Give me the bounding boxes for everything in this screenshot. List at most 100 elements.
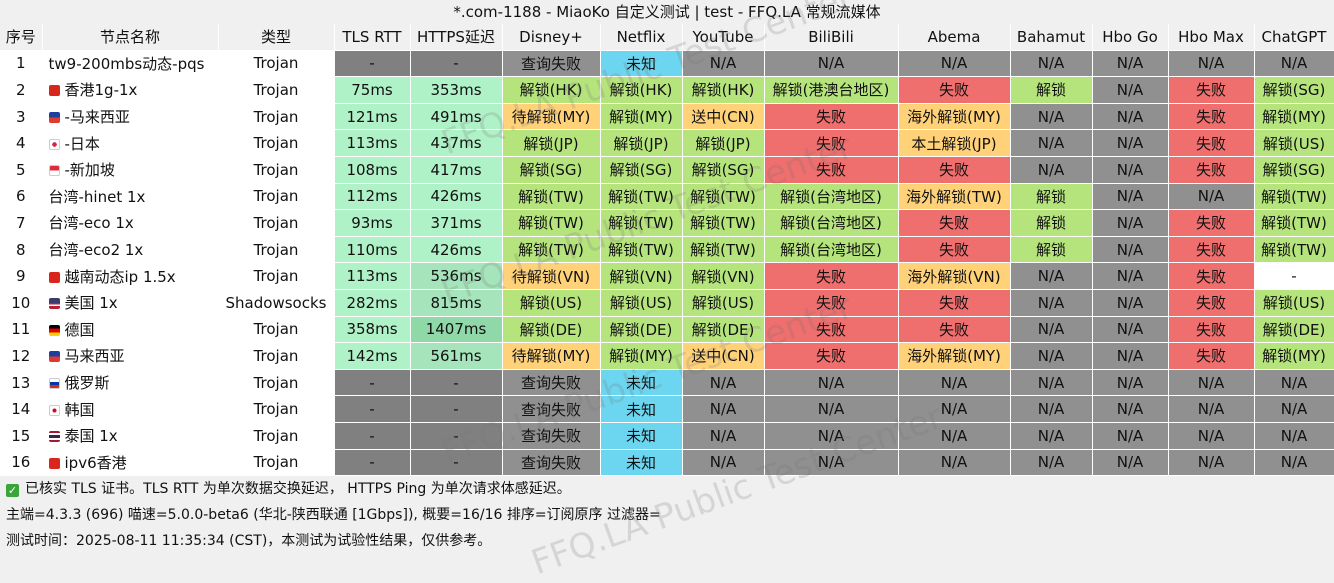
youtube-cell: 解锁(HK)	[682, 76, 765, 104]
youtube-cell: N/A	[682, 369, 765, 397]
https-cell: 417ms	[410, 156, 503, 184]
table-row[interactable]: 8 台湾-eco2 1x Trojan 110ms 426ms 解锁(TW) 解锁(TW) 解…	[0, 236, 1334, 264]
tls-cell: 121ms	[334, 103, 411, 131]
youtube-cell: N/A	[682, 395, 765, 423]
hbogo-cell: N/A	[1092, 289, 1169, 317]
column-header[interactable]: HTTPS延迟	[410, 24, 503, 51]
bili-cell: 失败	[764, 156, 899, 184]
table-row[interactable]: 16 ipv6香港 Trojan - - 查询失败 未知 N/A N/A N/A N/A N/A N/A…	[0, 449, 1334, 477]
node-name: 泰国 1x	[64, 427, 118, 446]
table-row[interactable]: 12 马来西亚 Trojan 142ms 561ms 待解锁(MY) 解锁(MY) 送中(CN…	[0, 342, 1334, 370]
table-row[interactable]: 10 美国 1x Shadowsocks 282ms 815ms 解锁(US) 解锁(US)…	[0, 289, 1334, 317]
netflix-cell: 解锁(TW)	[600, 209, 683, 237]
netflix-cell: 解锁(JP)	[600, 129, 683, 157]
hbomax-cell: 失败	[1168, 156, 1255, 184]
node-type: Trojan	[218, 50, 335, 78]
bili-cell: 解锁(台湾地区)	[764, 236, 899, 264]
https-cell: 491ms	[410, 103, 503, 131]
abema-cell: N/A	[898, 50, 1011, 78]
chatgpt-cell: 解锁(DE)	[1254, 316, 1334, 344]
node-name: 俄罗斯	[64, 374, 110, 393]
node-name-cell: 德国	[42, 316, 219, 344]
node-name: 德国	[64, 320, 95, 339]
column-header[interactable]: YouTube	[682, 24, 765, 51]
node-name: -日本	[64, 134, 100, 153]
node-name: 香港1g-1x	[64, 81, 138, 100]
column-header[interactable]: 节点名称	[42, 24, 219, 51]
table-row[interactable]: 2 香港1g-1x Trojan 75ms 353ms 解锁(HK) 解锁(HK) 解锁(HK…	[0, 76, 1334, 104]
chatgpt-cell: 解锁(TW)	[1254, 236, 1334, 264]
node-name-cell: 越南动态ip 1.5x	[42, 262, 219, 290]
column-header[interactable]: Bahamut	[1010, 24, 1093, 51]
bili-cell: 解锁(台湾地区)	[764, 209, 899, 237]
abema-cell: 失败	[898, 156, 1011, 184]
node-name-cell: 台湾-eco 1x	[42, 209, 219, 237]
chatgpt-cell: 解锁(TW)	[1254, 209, 1334, 237]
youtube-cell: 送中(CN)	[682, 342, 765, 370]
bili-cell: 失败	[764, 289, 899, 317]
column-header[interactable]: Disney+	[502, 24, 601, 51]
netflix-cell: 未知	[600, 449, 683, 477]
column-header[interactable]: TLS RTT	[334, 24, 411, 51]
flag-sg-icon	[48, 165, 60, 177]
disney-cell: 解锁(TW)	[502, 183, 601, 211]
chatgpt-cell: 解锁(US)	[1254, 129, 1334, 157]
table-row[interactable]: 15 泰国 1x Trojan - - 查询失败 未知 N/A N/A N/A N/A N/A N/A N…	[0, 422, 1334, 450]
disney-cell: 查询失败	[502, 422, 601, 450]
abema-cell: N/A	[898, 369, 1011, 397]
node-name-cell: tw9-200mbs动态-pqs	[42, 50, 219, 78]
abema-cell: 海外解锁(VN)	[898, 262, 1011, 290]
hbogo-cell: N/A	[1092, 103, 1169, 131]
table-row[interactable]: 4 -日本 Trojan 113ms 437ms 解锁(JP) 解锁(JP) 解锁(JP) 失败…	[0, 129, 1334, 157]
node-type: Trojan	[218, 103, 335, 131]
abema-cell: N/A	[898, 422, 1011, 450]
bahamut-cell: N/A	[1010, 50, 1093, 78]
column-header[interactable]: BiliBili	[764, 24, 899, 51]
table-row[interactable]: 7 台湾-eco 1x Trojan 93ms 371ms 解锁(TW) 解锁(TW) 解锁(…	[0, 209, 1334, 237]
hbomax-cell: N/A	[1168, 422, 1255, 450]
row-index: 4	[0, 129, 43, 157]
node-type: Trojan	[218, 342, 335, 370]
table-row[interactable]: 14 韩国 Trojan - - 查询失败 未知 N/A N/A N/A N/A N/A N/A N/A	[0, 395, 1334, 423]
node-type: Trojan	[218, 449, 335, 477]
node-type: Trojan	[218, 156, 335, 184]
netflix-cell: 未知	[600, 422, 683, 450]
https-cell: -	[410, 422, 503, 450]
table-row[interactable]: 3 -马来西亚 Trojan 121ms 491ms 待解锁(MY) 解锁(MY) 送中(CN…	[0, 103, 1334, 131]
node-name: -马来西亚	[64, 108, 130, 127]
disney-cell: 查询失败	[502, 449, 601, 477]
tls-cell: 108ms	[334, 156, 411, 184]
disney-cell: 查询失败	[502, 395, 601, 423]
column-header[interactable]: Netflix	[600, 24, 683, 51]
hbomax-cell: 失败	[1168, 262, 1255, 290]
table-row[interactable]: 13 俄罗斯 Trojan - - 查询失败 未知 N/A N/A N/A N/A N/A N/A N/A	[0, 369, 1334, 397]
node-name: 越南动态ip 1.5x	[64, 267, 176, 286]
chatgpt-cell: N/A	[1254, 395, 1334, 423]
disney-cell: 查询失败	[502, 369, 601, 397]
table-row[interactable]: 11 德国 Trojan 358ms 1407ms 解锁(DE) 解锁(DE) 解锁(DE) 失…	[0, 316, 1334, 344]
column-header[interactable]: 序号	[0, 24, 43, 51]
node-name: ipv6香港	[64, 453, 127, 472]
table-row[interactable]: 1 tw9-200mbs动态-pqs Trojan - - 查询失败 未知 N/A N/A N/A…	[0, 50, 1334, 78]
column-header[interactable]: ChatGPT	[1254, 24, 1334, 51]
column-header[interactable]: Abema	[898, 24, 1011, 51]
https-cell: -	[410, 50, 503, 78]
column-header[interactable]: Hbo Go	[1092, 24, 1169, 51]
disney-cell: 待解锁(MY)	[502, 103, 601, 131]
hbogo-cell: N/A	[1092, 369, 1169, 397]
column-header[interactable]: 类型	[218, 24, 335, 51]
table-row[interactable]: 9 越南动态ip 1.5x Trojan 113ms 536ms 待解锁(VN) 解锁(VN…	[0, 262, 1334, 290]
table-row[interactable]: 5 -新加坡 Trojan 108ms 417ms 解锁(SG) 解锁(SG) 解锁(SG) 失…	[0, 156, 1334, 184]
tls-cell: 358ms	[334, 316, 411, 344]
https-cell: 371ms	[410, 209, 503, 237]
node-type: Trojan	[218, 316, 335, 344]
bili-cell: N/A	[764, 449, 899, 477]
table-row[interactable]: 6 台湾-hinet 1x Trojan 112ms 426ms 解锁(TW) 解锁(TW)…	[0, 183, 1334, 211]
disney-cell: 解锁(TW)	[502, 209, 601, 237]
bili-cell: 失败	[764, 103, 899, 131]
youtube-cell: N/A	[682, 449, 765, 477]
youtube-cell: 解锁(VN)	[682, 262, 765, 290]
row-index: 3	[0, 103, 43, 131]
column-header[interactable]: Hbo Max	[1168, 24, 1255, 51]
hbomax-cell: 失败	[1168, 236, 1255, 264]
